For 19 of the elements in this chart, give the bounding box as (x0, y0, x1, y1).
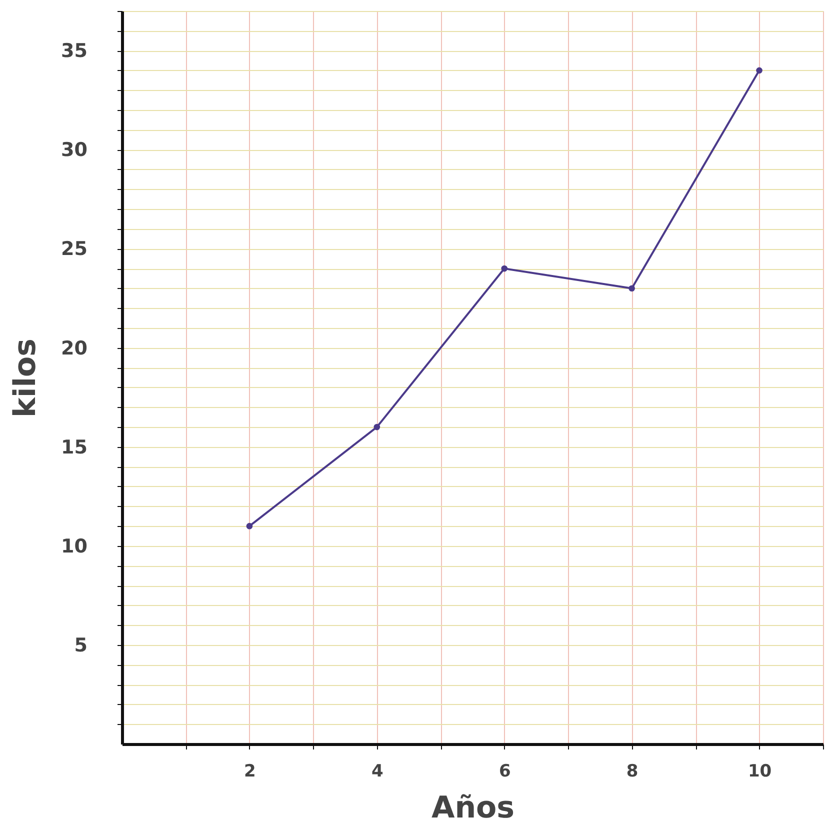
x-tick-label: 2 (244, 762, 256, 782)
y-tick-label: 5 (74, 634, 88, 656)
point (628, 285, 635, 292)
point (374, 424, 380, 430)
y-tick-label: 25 (61, 238, 88, 260)
y-tick-label: 10 (61, 535, 88, 558)
point (246, 522, 253, 530)
point (501, 265, 508, 272)
point (756, 67, 762, 74)
x-axis-title: Años (431, 790, 515, 826)
x-tick-label: 8 (626, 762, 638, 782)
x-tick-label: 4 (371, 762, 384, 782)
x-tick-label: 10 (748, 762, 772, 782)
y-tick-label: 30 (61, 139, 88, 162)
y-tick-label: 35 (61, 40, 88, 62)
y-tick-label: 15 (61, 436, 88, 458)
y-axis-title: kilos (8, 338, 44, 418)
y-tick-label: 20 (61, 337, 88, 360)
x-tick-label: 6 (498, 762, 511, 782)
